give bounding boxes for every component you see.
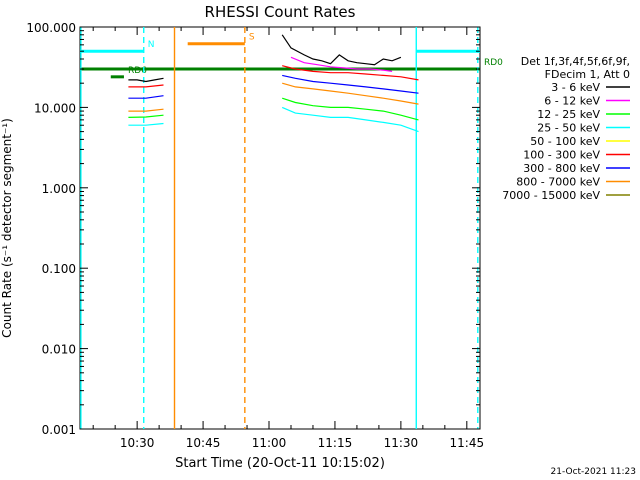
series-line-2-0: [128, 84, 164, 88]
y-tick-label: 10.000: [34, 101, 76, 115]
y-tick-label: 1.000: [42, 182, 76, 196]
y-tick-label: 0.010: [42, 343, 76, 357]
legend-entry-label: 100 - 300 keV: [523, 149, 600, 162]
footer-timestamp: 21-Oct-2021 11:23: [551, 467, 636, 477]
legend-header-line-1: Det 1f,3f,4f,5f,6f,9f,: [521, 55, 630, 68]
series-line-6-0: [128, 122, 164, 126]
y-tick-label: 0.001: [42, 423, 76, 437]
series-line-6-1: [281, 106, 419, 133]
y-axis-label: Count Rate (s⁻¹ detector segment⁻¹): [0, 118, 14, 338]
series-line-4-0: [128, 108, 164, 112]
legend-header-line-2: FDecim 1, Att 0: [545, 68, 630, 81]
legend-entry-label: 3 - 6 keV: [551, 81, 600, 94]
legend-entry-label: 7000 - 15000 keV: [502, 189, 600, 202]
series-line-1-0: [290, 56, 393, 72]
x-axis-label: Start Time (20-Oct-11 10:15:02): [175, 456, 385, 471]
series-line-3-0: [128, 95, 164, 99]
x-tick-label: 11:15: [318, 436, 353, 450]
series-line-5-1: [282, 97, 419, 121]
x-tick-label: 11:30: [384, 436, 419, 450]
vertical-lines: [80, 27, 479, 429]
flag-label-rd0: RD0: [484, 58, 503, 68]
series-line-4-1: [282, 82, 419, 105]
legend-entry-label: 800 - 7000 keV: [516, 176, 600, 189]
x-tick-label: 11:00: [252, 436, 287, 450]
x-tick-label: 11:45: [450, 436, 485, 450]
flag-label-s: S: [249, 33, 255, 43]
legend-entry-label: 25 - 50 keV: [537, 122, 600, 135]
series: [128, 34, 419, 133]
flag-label-n: N: [148, 40, 155, 50]
y-tick-label: 100.000: [26, 21, 76, 35]
legend-entry-label: 300 - 800 keV: [523, 162, 600, 175]
y-ticks: 100.000 10.000 1.000 0.100 0.010 0.001: [26, 21, 480, 437]
flag-label-rd6: RD6: [128, 66, 147, 76]
series-line-0-1: [281, 34, 402, 66]
x-tick-label: 10:30: [120, 436, 155, 450]
flags: N S RD0 RD6: [80, 33, 503, 79]
x-tick-label: 10:45: [186, 436, 221, 450]
plot-frame: [79, 26, 481, 430]
legend-entry-label: 50 - 100 keV: [530, 135, 600, 148]
legend-entry-label: 12 - 25 keV: [537, 108, 600, 121]
series-line-2-1: [282, 65, 419, 81]
x-ticks: 10:30 10:45 11:00 11:15 11:30 11:45: [92, 27, 485, 450]
chart-title: RHESSI Count Rates: [205, 3, 356, 21]
y-tick-label: 0.100: [42, 262, 76, 276]
legend: Det 1f,3f,4f,5f,6f,9f, FDecim 1, Att 0 3…: [502, 55, 630, 202]
series-line-0-0: [128, 77, 164, 83]
series-line-5-0: [128, 114, 164, 118]
legend-entry-label: 6 - 12 keV: [544, 95, 600, 108]
series-line-3-1: [282, 74, 419, 94]
plot-area: N S RD0 RD6 100.000 10.000 1.000 0.100 0.010 0.0…: [26, 21, 503, 450]
